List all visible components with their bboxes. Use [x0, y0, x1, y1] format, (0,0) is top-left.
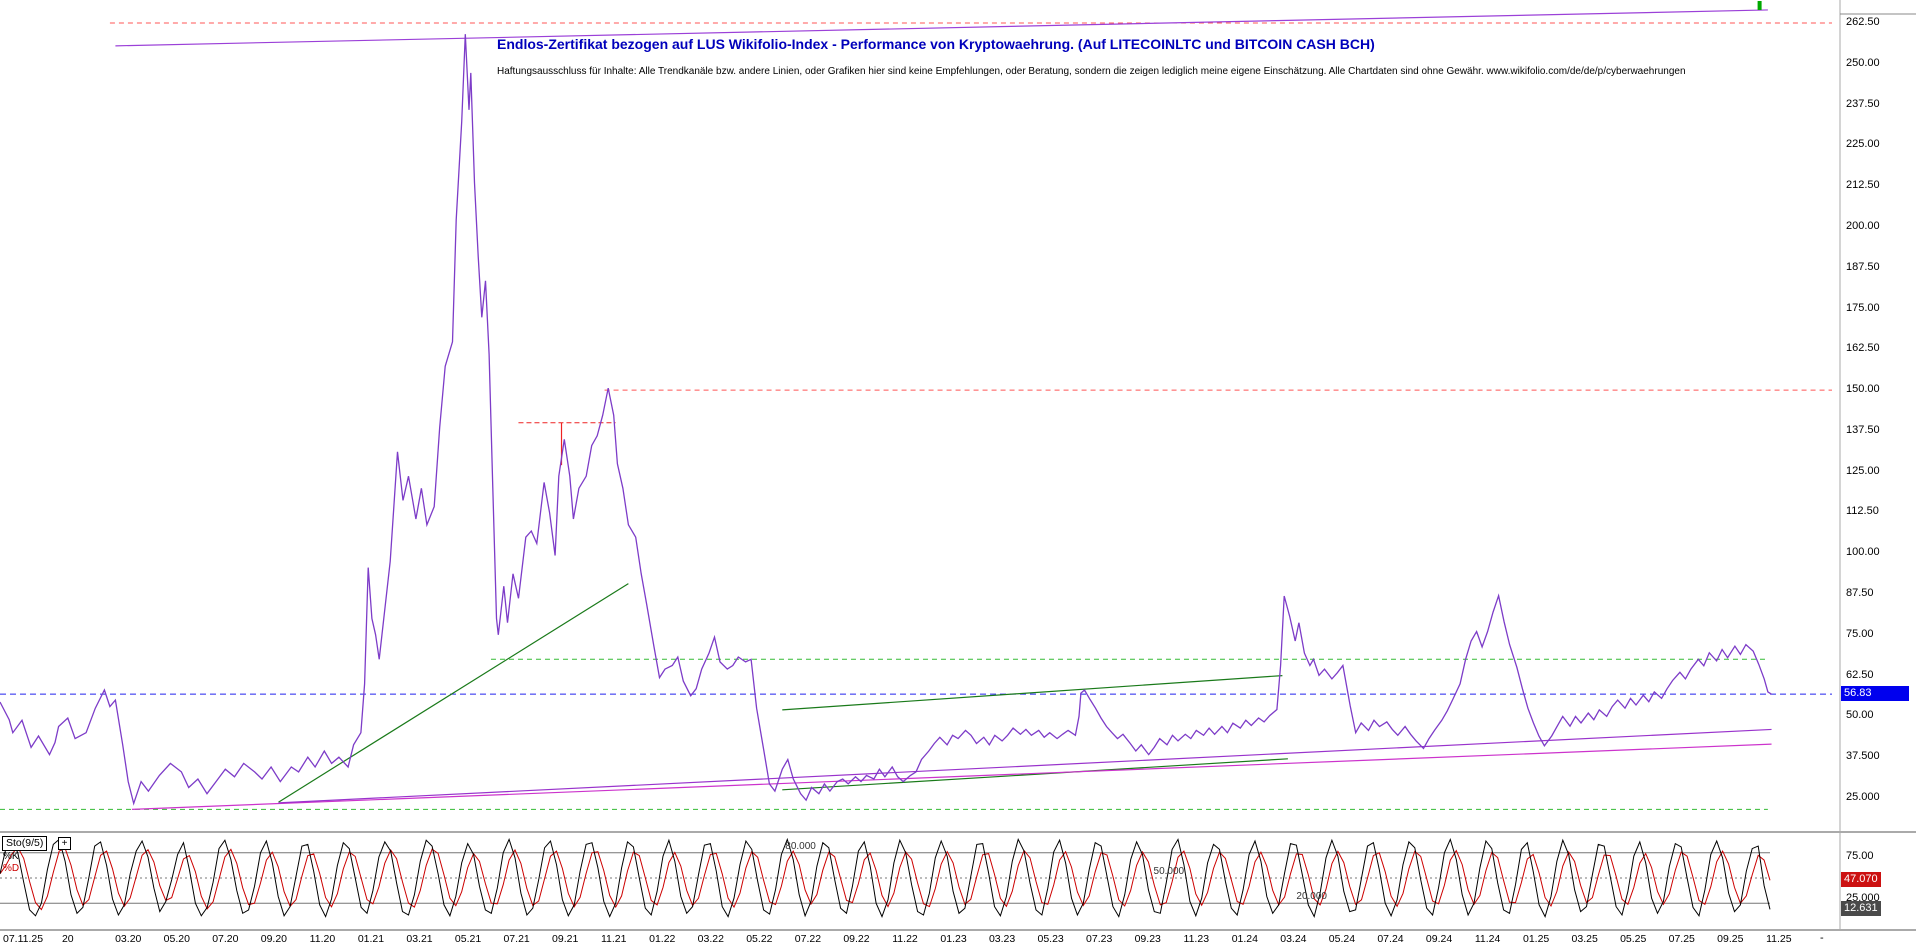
time-axis-label: 20: [61, 933, 74, 945]
indicator-label: Sto(9/5): [6, 837, 44, 849]
time-axis-label: 05.25: [1620, 933, 1647, 945]
price-axis-label: 100.00: [1846, 546, 1880, 559]
price-axis-label: 212.50: [1846, 179, 1880, 192]
stochastic-k-label: %K: [3, 851, 19, 862]
time-axis-label: 11.23: [1183, 933, 1210, 945]
stoch-level-label-80: 80.000: [785, 840, 816, 852]
time-axis-label: 11.22: [892, 933, 918, 945]
stochastic-d-line: [0, 846, 1771, 911]
fresh-data-marker: [1757, 1, 1762, 10]
stoch-level-label-50: 50.000: [1153, 866, 1185, 877]
time-axis-label: 07.24: [1377, 933, 1404, 945]
time-axis-label: 07.11.25: [3, 933, 44, 945]
stoch-k-value-badge: 12.631: [1841, 901, 1881, 917]
price-axis-label: 200.00: [1846, 219, 1880, 232]
time-axis-label: 07.23: [1086, 933, 1113, 945]
stoch-axis-label: 75.00: [1846, 850, 1874, 862]
time-axis-label: 07.20: [212, 933, 239, 945]
price-axis-label: 112.50: [1846, 505, 1879, 518]
time-axis-label: 05.24: [1328, 933, 1356, 945]
time-axis-label: 03.25: [1571, 933, 1598, 945]
main-chart-area[interactable]: [0, 0, 1840, 832]
price-axis-label: 175.00: [1846, 301, 1880, 314]
last-price-badge: 56.83: [1841, 686, 1909, 702]
time-axis-label: 03.21: [406, 933, 433, 945]
price-axis-label: 125.00: [1846, 464, 1880, 477]
stoch-axis-label: 25.000: [1846, 892, 1880, 904]
stochastic-chart-area[interactable]: [0, 832, 1840, 930]
price-axis-label: 237.50: [1846, 97, 1880, 110]
time-axis-label: 09.25: [1717, 933, 1744, 945]
stochastic-d-label: %D: [3, 863, 20, 874]
time-axis-label: 11.21: [600, 933, 627, 945]
time-axis-label: 03.24: [1280, 933, 1307, 945]
time-axis-label: 09.21: [552, 933, 579, 945]
time-axis-label: 09.24: [1425, 933, 1453, 945]
time-axis-label: 11.24: [1474, 933, 1501, 945]
time-axis-label: 01.25: [1522, 933, 1550, 945]
time-axis-label: 11.20: [309, 933, 336, 945]
time-axis-end-mark: -: [1820, 932, 1824, 944]
price-axis-label: 137.50: [1846, 423, 1880, 436]
time-axis-label: 05.21: [454, 933, 482, 945]
indicator-add-button[interactable]: +: [58, 837, 71, 850]
chart-title: Endlos-Zertifikat bezogen auf LUS Wikifo…: [497, 36, 1375, 52]
time-axis-label: 01.23: [940, 933, 967, 945]
price-axis-label: 87.50: [1846, 587, 1874, 600]
price-axis-label: 37.500: [1846, 750, 1880, 763]
time-axis-label: 07.25: [1668, 933, 1695, 945]
price-axis-label: 75.00: [1846, 627, 1874, 640]
price-axis-label: 25.000: [1846, 790, 1880, 803]
time-axis[interactable]: 07.11.25 20 03.20 05.20 07.20 09.20 11.20 01.21…: [0, 930, 1840, 948]
price-axis[interactable]: 262.50 250.00 237.50 225.00 212.50 200.00 187.…: [1840, 0, 1916, 930]
indicator-settings-button[interactable]: Sto(9/5): [2, 836, 48, 851]
uptrend-line-2021: [278, 583, 629, 803]
price-axis-label: 150.00: [1846, 383, 1880, 396]
price-axis-label: 62.50: [1846, 668, 1874, 681]
price-line: [0, 34, 1772, 806]
long-term-support-magenta: [131, 743, 1772, 810]
stochastic-k-line: [0, 837, 1771, 919]
time-axis-label: 03.22: [697, 933, 724, 945]
long-term-resistance-line: [115, 9, 1768, 47]
price-axis-label: 225.00: [1846, 138, 1880, 151]
uptrend-line-mid-lower: [782, 758, 1288, 791]
time-axis-label: 05.20: [163, 933, 190, 945]
stoch-d-value-badge: 47.070: [1841, 872, 1881, 888]
time-axis-label: 01.22: [649, 933, 676, 945]
time-axis-label: 05.23: [1037, 933, 1064, 945]
long-term-support-violet: [278, 728, 1772, 804]
time-axis-label: 09.23: [1134, 933, 1161, 945]
time-axis-label: 05.22: [746, 933, 773, 945]
time-axis-label: 09.20: [260, 933, 288, 945]
time-axis-label: 07.21: [503, 933, 530, 945]
time-axis-label: 07.22: [794, 933, 822, 945]
price-axis-label: 262.50: [1846, 16, 1880, 28]
chart-disclaimer: Haftungsausschluss für Inhalte: Alle Tre…: [497, 66, 1686, 77]
time-axis-label: 01.24: [1231, 933, 1258, 945]
price-axis-label: 250.00: [1846, 56, 1880, 69]
time-axis-label: 11.25: [1766, 933, 1792, 945]
stoch-level-label-20: 20.000: [1296, 891, 1327, 903]
price-axis-label: 162.50: [1846, 342, 1880, 355]
time-axis-label: 03.23: [988, 933, 1016, 945]
price-axis-label: 187.50: [1846, 260, 1880, 273]
uptrend-line-mid-upper: [782, 675, 1283, 711]
time-axis-label: 01.21: [357, 933, 385, 945]
price-axis-label: 50.00: [1846, 709, 1874, 722]
time-axis-label: 09.22: [843, 933, 870, 945]
time-axis-label: 03.20: [115, 933, 142, 945]
